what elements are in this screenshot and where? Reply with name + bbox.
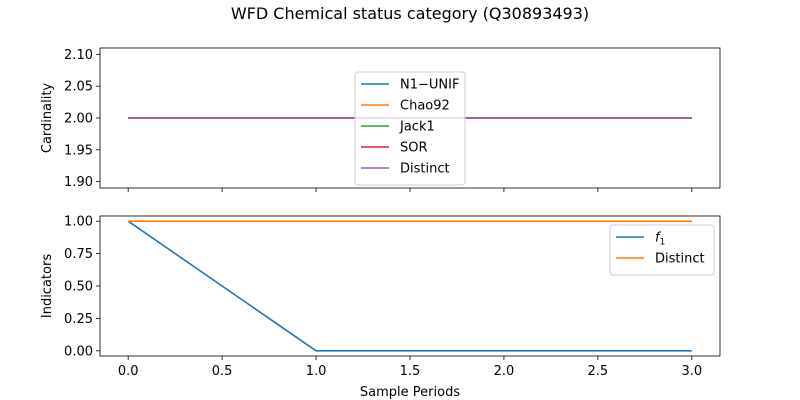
y-axis-title: Indicators (40, 254, 55, 318)
legend-label: Distinct (400, 162, 450, 177)
y-tick-label: 0.50 (64, 280, 93, 295)
x-tick-label: 2.5 (588, 364, 609, 379)
legend-label: f1 (655, 231, 665, 248)
x-tick-label: 2.0 (494, 364, 515, 379)
chart-title: WFD Chemical status category (Q30893493) (231, 4, 589, 23)
y-tick-label: 1.95 (64, 143, 93, 158)
series-lines (127, 220, 692, 352)
legend-box (609, 224, 715, 276)
y-tick-label: 2.00 (64, 112, 93, 127)
legend-label: Chao92 (400, 99, 450, 114)
panels: 1.90 1.95 2.00 2.05 2.10 Cardinality N1−UNIF Ch… (40, 47, 721, 379)
legend-label: Jack1 (399, 120, 435, 135)
legend-label: N1−UNIF (400, 78, 459, 93)
x-tick-label: 0.0 (118, 364, 139, 379)
x-tick-label: 1.0 (306, 364, 327, 379)
y-tick-label: 1.90 (64, 175, 93, 190)
y-tick-label: 2.05 (64, 80, 93, 95)
legend: N1−UNIF Chao92 Jack1 SOR Distinct (354, 71, 466, 186)
x-tick-label: 0.5 (212, 364, 233, 379)
axes-frame (99, 215, 721, 357)
legend-label: SOR (400, 141, 428, 156)
series-line-f (127, 220, 692, 352)
x-tick-label: 3.0 (681, 364, 702, 379)
panel-1: 1.90 1.95 2.00 2.05 2.10 Cardinality N1−UNIF Ch… (40, 47, 721, 192)
y-tick-label: 0.25 (64, 312, 93, 327)
y-tick-label: 2.10 (64, 48, 93, 63)
legend-label: Distinct (655, 252, 705, 267)
legend: f1 Distinct (609, 224, 715, 276)
y-tick-label: 0.75 (64, 247, 93, 262)
legend-box (354, 71, 466, 186)
y-axis-title: Cardinality (40, 83, 55, 154)
x-tick-label: 1.5 (400, 364, 421, 379)
axes-frame (99, 47, 721, 189)
y-tick-label: 1.00 (64, 215, 93, 230)
panel-2: 0.00 0.25 0.50 0.75 1.00 0.0 0.5 1.0 1.5 2.0 2.5 3.… (40, 215, 721, 379)
x-axis-title: Sample Periods (360, 385, 460, 400)
y-tick-label: 0.00 (64, 344, 93, 359)
